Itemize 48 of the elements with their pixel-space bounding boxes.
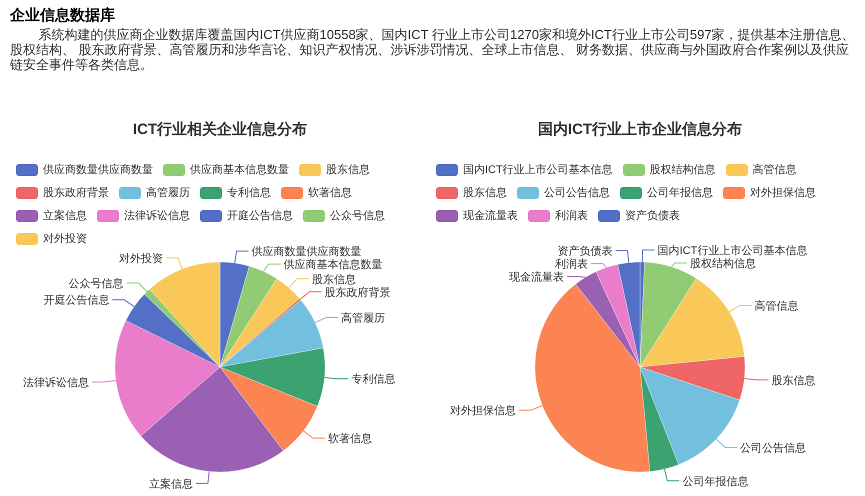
slice-label: 高管履历 [341,312,386,325]
legend-label: 现金流量表 [463,208,518,223]
text: 企业信息数据库 [10,6,116,25]
slice-label: 专利信息 [351,372,396,386]
legend-label: 公司公告信息 [544,186,610,200]
legend-label: 专利信息 [227,186,271,200]
legend-label: 对外投资 [43,232,87,246]
legend-label: 软著信息 [308,186,352,200]
chart-title: ICT行业相关企业信息分布 [132,120,308,139]
legend-label: 立案信息 [43,208,87,223]
text: 系统构建的供应商企业数据库覆盖国内ICT供应商10558家、国内ICT 行业上市公司1270家和境外ICT行业上市公司597家，提供基本注册信息、股权结构、 股东政府背景、高管履历和涉华言论、知识产权情况、涉诉涉罚情况、全球上市信息、 财务数据、供应商与外国政府合作案例以及供应链安全事件等各类信息。 [10,27,856,72]
legend-label: 公司年报信息 [647,186,713,200]
legend-label: 开庭公告信息 [227,208,293,223]
slice-label: 法律诉讼信息 [22,376,89,390]
slice-label: 资产负债表 [558,244,613,258]
slice-label: 高管信息 [754,300,799,313]
legend-label: 国内ICT行业上市公司基本信息 [463,162,613,177]
slice-label: 供应商基本信息数量 [283,258,382,272]
slice-label: 股东信息 [771,374,816,387]
slice-label: 公众号信息 [68,276,124,290]
slice-label: 国内ICT行业上市公司基本信息 [658,244,808,258]
legend-label: 股权结构信息 [650,163,716,177]
slice-label: 公司公告信息 [740,441,806,454]
legend-label: 供应商基本信息数量 [190,162,289,177]
legend-label: 公众号信息 [330,209,385,223]
legend-label: 股东信息 [326,162,370,177]
slice-label: 对外投资 [118,252,163,265]
legend-label: 对外担保信息 [750,186,816,200]
legend-label: 股东政府背景 [43,186,109,200]
slice-label: 立案信息 [148,477,193,490]
slice-label: 对外担保信息 [450,404,516,418]
slice-label: 供应商数量供应商数量 [251,245,362,258]
legend-label: 供应商数量供应商数量 [43,162,153,177]
slice-label: 软著信息 [328,432,372,446]
legend-label: 资产负债表 [625,208,680,223]
slice-label: 股东信息 [312,272,356,286]
legend-label: 法律诉讼信息 [124,209,190,223]
legend-label: 高管履历 [146,186,190,200]
slice-label: 公司年报信息 [682,474,748,488]
legend-label: 股东信息 [463,186,507,200]
slice-label: 股东政府背景 [324,286,390,299]
legend-label: 利润表 [555,209,588,223]
legend-label: 高管信息 [752,162,797,177]
slice-label: 开庭公告信息 [43,294,110,307]
slice-label: 利润表 [554,258,588,271]
slice-label: 股权结构信息 [690,257,756,270]
slice-label: 现金流量表 [509,270,564,284]
chart-title: 国内ICT行业上市企业信息分布 [536,120,744,139]
